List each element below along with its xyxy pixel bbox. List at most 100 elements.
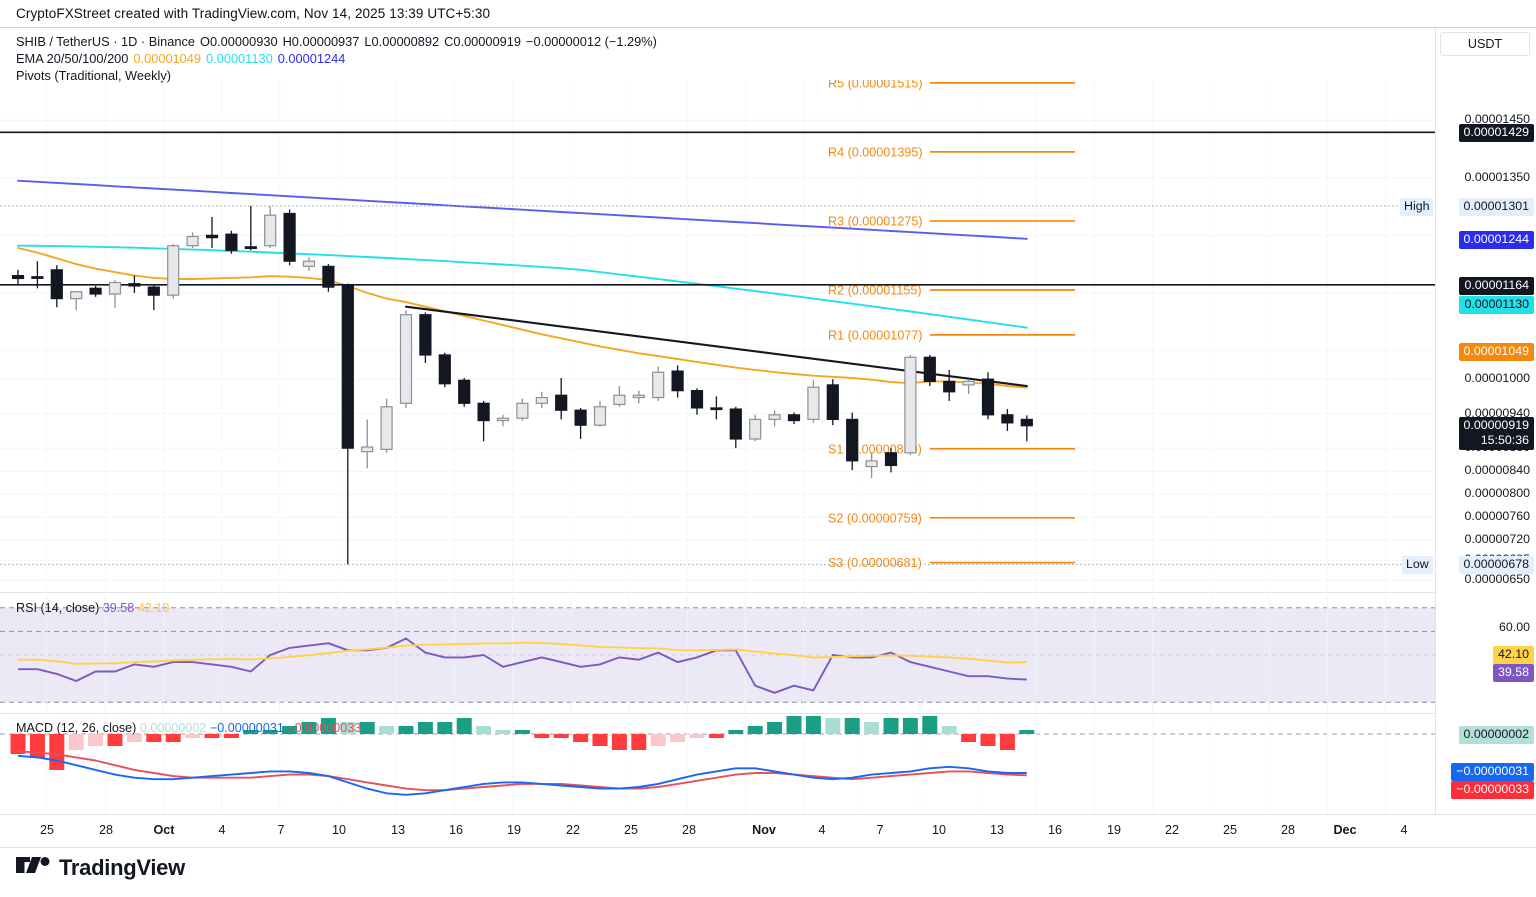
candlestick — [477, 401, 490, 442]
rsi-pane[interactable] — [0, 596, 1436, 714]
time-axis[interactable]: 25 28 Oct 4 7 10 13 16 19 22 25 28 Nov 4 7 10 13 16 19 22 25… — [0, 814, 1536, 848]
current-price-value: 0.00000919 — [1463, 417, 1529, 432]
candlestick — [652, 366, 665, 402]
macd-legend-signal-value: −0.00000033 — [287, 721, 362, 735]
candlestick — [264, 205, 277, 248]
candlestick — [186, 232, 199, 248]
legend-high: H0.00000937 — [282, 34, 360, 49]
current-price-countdown-tag[interactable]: 0.00000919 15:50:36 — [1458, 416, 1534, 450]
time-axis-label-22: Dec — [1333, 823, 1357, 837]
price-tick-5: 0.00000840 — [1464, 463, 1530, 478]
candlestick — [516, 398, 529, 421]
ema100-price-tag[interactable]: 0.00001130 — [1459, 296, 1534, 315]
candlestick — [826, 379, 839, 426]
low-marker-label: Low — [1402, 556, 1433, 575]
time-axis-label-11: 28 — [681, 823, 697, 837]
macd-line-tag[interactable]: −0.00000031 — [1451, 763, 1534, 781]
tradingview-wordmark: TradingView — [59, 855, 185, 880]
candlestick — [341, 283, 354, 565]
time-axis-label-12: Nov — [752, 823, 776, 837]
price-tick-8: 0.00000720 — [1464, 532, 1530, 547]
legend-close: C0.00000919 — [444, 34, 522, 49]
rsi-legend-title: RSI (14, close) — [16, 601, 100, 615]
rsi-value-tag[interactable]: 39.58 — [1492, 664, 1534, 682]
time-axis-label-6: 13 — [390, 823, 406, 837]
candlestick — [865, 452, 878, 479]
high-marker-label: High — [1400, 197, 1434, 216]
candlestick — [380, 398, 393, 453]
time-axis-label-17: 16 — [1047, 823, 1063, 837]
bar-countdown-value: 15:50:36 — [1480, 432, 1529, 447]
price-tick-1: 0.00001350 — [1464, 169, 1530, 184]
candlestick — [574, 407, 587, 439]
macd-signal-tag[interactable]: −0.00000033 — [1451, 781, 1534, 799]
time-axis-label-23: 4 — [1400, 823, 1408, 837]
price-pane[interactable]: R5 (0.00001515) R4 (0.00001395) R3 (0.0000… — [0, 80, 1436, 592]
candlestick — [205, 216, 219, 248]
candlestick — [225, 230, 238, 254]
resistance-price-tag[interactable]: 0.00001164 — [1459, 276, 1534, 295]
candlestick — [31, 261, 44, 289]
legend-pivots-row: Pivots (Traditional, Weekly) — [16, 67, 657, 84]
candlestick — [11, 269, 25, 285]
legend-change: −0.00000012 (−1.29%) — [526, 34, 657, 49]
macd-legend-title: MACD (12, 26, close) — [16, 721, 137, 735]
legend-open: O0.00000930 — [200, 34, 278, 49]
low-price-tag[interactable]: 0.00000678 — [1458, 556, 1534, 575]
time-axis-label-7: 16 — [448, 823, 464, 837]
pivot-label-r5: R5 (0.00001515) — [828, 80, 923, 90]
macd-chart-svg — [0, 716, 1436, 814]
candlestick — [729, 406, 742, 449]
pivot-label-r4: R4 (0.00001395) — [828, 145, 923, 159]
candlestick — [399, 310, 413, 408]
candlestick — [438, 352, 451, 388]
pivot-label-r2: R2 (0.00001155) — [828, 283, 922, 297]
candlestick — [1001, 409, 1014, 431]
time-axis-label-0: 25 — [39, 823, 55, 837]
price-tick-0: 0.00001450 — [1464, 112, 1530, 127]
legend-low: L0.00000892 — [364, 34, 440, 49]
pivot-label-r1: R1 (0.00001077) — [828, 328, 923, 342]
high-price-tag[interactable]: 0.00001301 — [1458, 197, 1534, 216]
time-axis-label-9: 22 — [565, 823, 581, 837]
candlestick — [1020, 415, 1033, 442]
candlestick — [128, 275, 141, 293]
tradingview-logo: TradingView — [16, 855, 185, 881]
legend-ema200-value: 0.00001244 — [277, 51, 346, 66]
rsi-macd-divider — [0, 713, 1536, 714]
macd-hist-tag[interactable]: 0.00000002 — [1458, 726, 1534, 744]
ema20-price-tag[interactable]: 0.00001049 — [1458, 342, 1534, 361]
candlestick — [458, 377, 471, 407]
time-axis-label-1: 28 — [98, 823, 114, 837]
candlestick — [555, 377, 568, 420]
candlestick — [167, 243, 180, 299]
header-divider — [0, 27, 1536, 28]
candlestick — [613, 386, 626, 407]
candlestick — [787, 412, 801, 425]
legend-symbol-row: SHIB / TetherUS · 1D · Binance O0.0000093… — [16, 33, 657, 50]
candlestick — [89, 285, 102, 297]
price-tick-3: 0.00000940 — [1464, 405, 1530, 420]
time-axis-label-8: 19 — [506, 823, 522, 837]
candlestick — [302, 257, 316, 271]
currency-unit-badge[interactable]: USDT — [1440, 32, 1530, 56]
time-axis-label-5: 10 — [331, 823, 347, 837]
candlestick — [904, 354, 917, 456]
legend-ema20-value: 0.00001049 — [133, 51, 202, 66]
rsi-legend-ma-value: 42.10 — [137, 601, 170, 615]
legend-ema-title: EMA 20/50/100/200 — [16, 51, 129, 66]
price-axis[interactable]: USDT 0.00001450 0.00001350 0.00001000 0.000… — [1400, 28, 1536, 814]
time-axis-label-13: 4 — [818, 823, 826, 837]
rsi-ma-tag[interactable]: 42.10 — [1492, 646, 1534, 664]
candlestick — [70, 291, 83, 311]
price-chart-svg: R5 (0.00001515) R4 (0.00001395) R3 (0.0000… — [0, 80, 1436, 592]
rsi-legend-value: 39.58 — [102, 601, 135, 615]
candlestick — [962, 379, 975, 395]
candlestick — [981, 372, 995, 420]
macd-pane[interactable] — [0, 716, 1436, 814]
candlestick — [244, 205, 257, 251]
time-axis-label-4: 7 — [277, 823, 285, 837]
last-price-tag[interactable]: 0.00001429 — [1458, 124, 1534, 143]
ema200-price-tag[interactable]: 0.00001244 — [1458, 230, 1534, 249]
candlestick — [671, 365, 684, 398]
